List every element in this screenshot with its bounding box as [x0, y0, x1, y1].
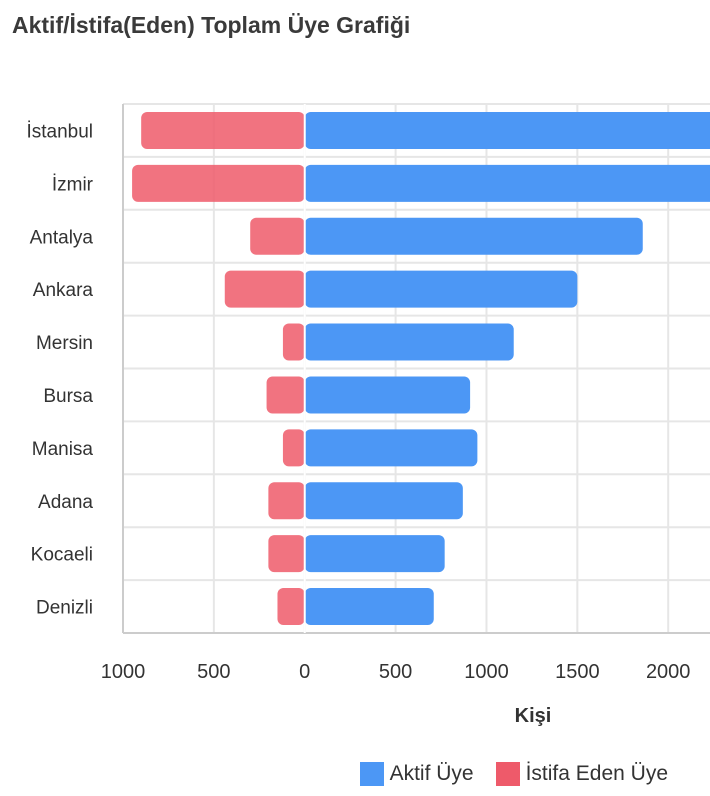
category-label: İzmir — [52, 174, 94, 195]
bar-active[interactable] — [304, 323, 514, 361]
bars — [132, 104, 710, 633]
category-labels: İstanbul İzmir Antalya Ankara Mersin Bursa Man… — [26, 121, 93, 618]
x-tick-label: 2000 — [646, 661, 691, 683]
category-label: Manisa — [32, 439, 94, 460]
legend-swatch-resigned — [495, 762, 520, 786]
bar-resigned[interactable] — [268, 535, 305, 573]
legend-swatch-active — [359, 762, 384, 786]
category-label: İstanbul — [26, 121, 93, 142]
category-label: Kocaeli — [31, 545, 93, 566]
bar-active[interactable] — [304, 535, 445, 573]
legend: Aktif Üye İstifa Eden Üye — [359, 762, 668, 786]
bar-active[interactable] — [304, 111, 710, 149]
bar-resigned[interactable] — [266, 376, 305, 414]
bar-resigned[interactable] — [250, 217, 305, 255]
bar-active[interactable] — [304, 376, 471, 414]
bar-active[interactable] — [304, 164, 710, 202]
legend-item-resigned[interactable]: İstifa Eden Üye — [495, 762, 668, 786]
grid-lines — [122, 103, 710, 634]
bar-resigned[interactable] — [282, 323, 305, 361]
legend-item-active[interactable]: Aktif Üye — [359, 762, 474, 786]
category-label: Antalya — [30, 227, 94, 248]
bar-active[interactable] — [304, 588, 434, 626]
category-label: Mersin — [36, 333, 93, 354]
bar-resigned[interactable] — [141, 111, 305, 149]
x-axis-title: Kişi — [515, 705, 552, 727]
bar-resigned[interactable] — [282, 429, 305, 467]
x-tick-labels: 1000 500 0 500 1000 1500 2000 — [101, 661, 691, 683]
x-tick-label: 500 — [379, 661, 412, 683]
bar-active[interactable] — [304, 270, 578, 308]
x-tick-label: 1500 — [555, 661, 600, 683]
chart-title: Aktif/İstifa(Eden) Toplam Üye Grafiği — [12, 12, 411, 38]
category-label: Ankara — [33, 280, 94, 301]
x-tick-label: 1000 — [464, 661, 509, 683]
category-label: Denizli — [36, 598, 93, 619]
bar-active[interactable] — [304, 482, 463, 520]
x-tick-label: 1000 — [101, 661, 146, 683]
bar-active[interactable] — [304, 217, 643, 255]
x-tick-label: 500 — [197, 661, 230, 683]
bar-resigned[interactable] — [224, 270, 305, 308]
legend-label-active: Aktif Üye — [389, 762, 474, 785]
bar-resigned[interactable] — [268, 482, 305, 520]
x-tick-label: 0 — [299, 661, 310, 683]
bar-resigned[interactable] — [277, 588, 305, 626]
bar-resigned[interactable] — [132, 164, 305, 202]
legend-label-resigned: İstifa Eden Üye — [525, 762, 668, 785]
category-label: Bursa — [43, 386, 93, 407]
category-label: Adana — [38, 492, 93, 513]
bar-active[interactable] — [304, 429, 478, 467]
